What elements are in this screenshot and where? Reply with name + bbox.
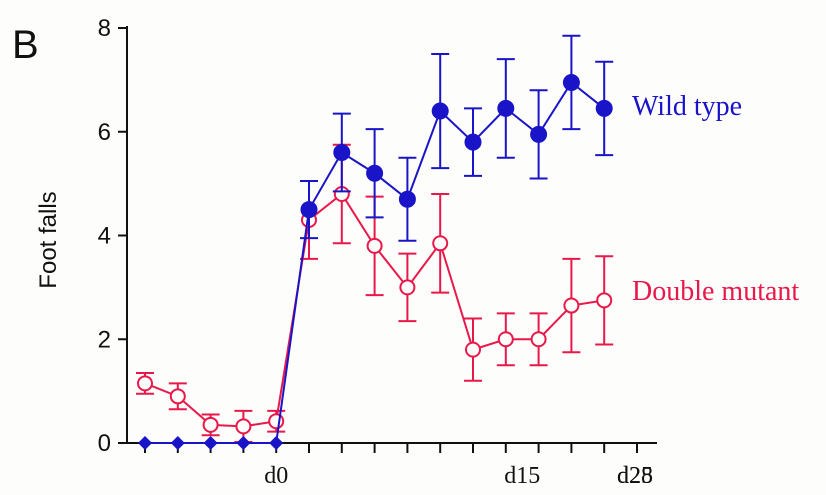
series-double-mutant: [136, 143, 614, 443]
y-tick-label: 0: [98, 430, 111, 457]
data-point: [170, 436, 185, 450]
data-point: [596, 292, 613, 309]
data-point: [203, 436, 218, 450]
data-point: [366, 237, 383, 254]
y-tick-label: 8: [98, 15, 111, 42]
data-point: [269, 436, 284, 450]
data-point: [236, 436, 251, 450]
x-tick-label: d15: [504, 463, 540, 489]
x-tick-label: d28: [617, 463, 653, 489]
series-layer: [136, 34, 614, 450]
data-point: [398, 190, 416, 208]
data-point: [464, 133, 482, 151]
x-tick-label: d0: [264, 463, 288, 489]
data-point: [235, 418, 252, 435]
data-point: [399, 279, 416, 296]
data-point: [562, 73, 580, 91]
series-wild-type: [138, 34, 614, 450]
data-point: [138, 436, 152, 450]
data-point: [137, 375, 153, 392]
data-point: [333, 144, 351, 161]
y-tick-label: 2: [98, 326, 111, 353]
data-point: [431, 102, 449, 120]
data-point: [563, 297, 580, 314]
legend-double-mutant: Double mutant: [632, 276, 799, 307]
legend-wild-type: Wild type: [632, 91, 742, 122]
data-point: [497, 99, 515, 117]
panel-label: B: [12, 23, 39, 67]
y-tick-label: 4: [98, 223, 111, 250]
data-point: [300, 201, 318, 219]
data-point: [202, 416, 219, 433]
data-point: [530, 125, 548, 143]
data-point: [366, 164, 384, 182]
data-point: [268, 413, 285, 430]
data-point: [530, 331, 547, 348]
data-point: [497, 331, 514, 348]
data-point: [169, 388, 186, 405]
data-point: [465, 341, 481, 358]
data-point: [595, 99, 613, 117]
y-axis-label: Foot falls: [35, 191, 62, 288]
y-tick-label: 6: [98, 119, 111, 146]
x-tick-label: d25: [617, 463, 653, 489]
data-point: [432, 235, 449, 252]
